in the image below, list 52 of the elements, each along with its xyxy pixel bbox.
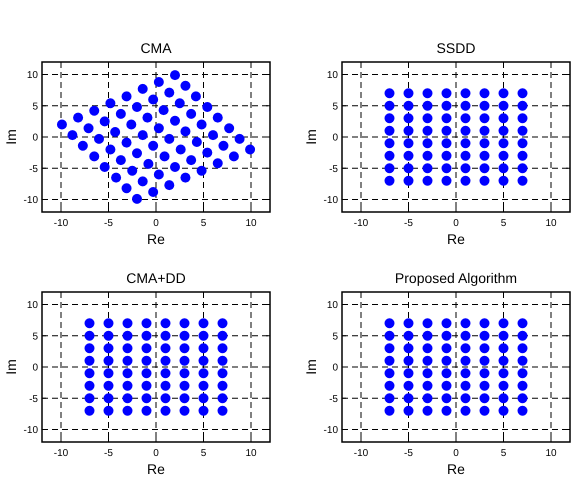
y-axis-title: Im <box>3 129 19 145</box>
y-axis-title: Im <box>303 359 319 375</box>
y-tick-label: 5 <box>32 101 38 112</box>
x-tick-label: -5 <box>404 448 414 459</box>
y-tick-label: 5 <box>332 101 338 112</box>
x-axis-title: Re <box>147 461 166 477</box>
y-tick-label: 5 <box>32 331 38 342</box>
x-axis-title: Re <box>447 461 466 477</box>
x-tick-label: 10 <box>245 218 257 229</box>
y-tick-label: 10 <box>326 70 338 81</box>
x-axis-title: Re <box>147 231 166 247</box>
x-tick-label: -10 <box>54 218 69 229</box>
x-tick-label: -10 <box>54 448 69 459</box>
y-tick-label: -10 <box>324 425 338 436</box>
x-tick-label: 5 <box>200 218 207 229</box>
x-tick-label: 10 <box>545 218 557 229</box>
x-axis-title: Re <box>447 231 466 247</box>
x-tick-label: -5 <box>104 218 114 229</box>
chart-title: CMA+DD <box>126 270 186 286</box>
y-axis-title: Im <box>303 129 319 145</box>
y-tick-label: -5 <box>329 394 338 405</box>
chart-title: Proposed Algorithm <box>394 270 518 286</box>
y-tick-label: -5 <box>29 164 38 175</box>
x-tick-label: 0 <box>153 448 160 459</box>
y-tick-label: 0 <box>32 362 38 374</box>
y-tick-label: -10 <box>324 195 338 206</box>
x-tick-label: -10 <box>354 448 369 459</box>
y-tick-label: 0 <box>32 132 38 144</box>
x-tick-label: 5 <box>200 448 207 459</box>
x-tick-label: 10 <box>245 448 257 459</box>
x-tick-label: 5 <box>500 448 507 459</box>
y-tick-label: 0 <box>332 362 338 374</box>
y-tick-label: 10 <box>26 70 38 81</box>
x-tick-label: -5 <box>404 218 414 229</box>
chart-title: SSDD <box>436 40 476 56</box>
y-tick-label: -5 <box>329 164 338 175</box>
y-tick-label: 5 <box>332 331 338 342</box>
y-tick-label: 10 <box>326 300 338 311</box>
x-tick-label: 0 <box>453 218 460 229</box>
y-tick-label: 0 <box>332 132 338 144</box>
x-tick-label: 0 <box>153 218 160 229</box>
y-tick-label: -10 <box>24 425 38 436</box>
y-tick-label: -10 <box>24 195 38 206</box>
x-tick-label: 10 <box>545 448 557 459</box>
y-tick-label: -5 <box>29 394 38 405</box>
x-tick-label: -5 <box>104 448 114 459</box>
chart-title: CMA <box>140 40 172 56</box>
x-tick-label: -10 <box>354 218 369 229</box>
y-tick-label: 10 <box>26 300 38 311</box>
x-tick-label: 0 <box>453 448 460 459</box>
y-axis-title: Im <box>3 359 19 375</box>
x-tick-label: 5 <box>500 218 507 229</box>
